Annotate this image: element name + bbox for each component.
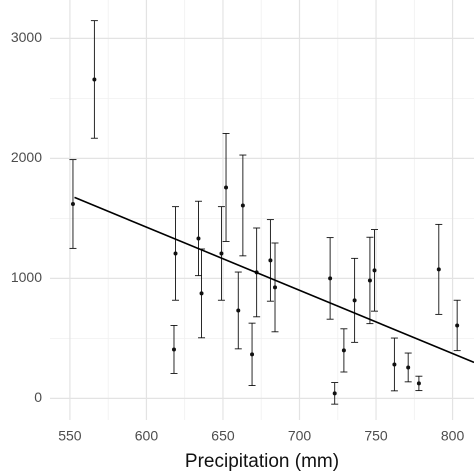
point: [70, 202, 75, 206]
point: [199, 291, 204, 296]
x-axis-title: Precipitation (mm): [185, 451, 339, 472]
y-tick-label: 3000: [11, 29, 42, 45]
point: [416, 381, 421, 386]
point: [352, 298, 357, 303]
point: [219, 251, 224, 256]
x-tick-label: 600: [135, 428, 159, 444]
point: [224, 185, 229, 190]
x-tick-label: 800: [441, 428, 465, 444]
point: [196, 236, 201, 241]
point: [273, 285, 278, 290]
x-tick-label: 550: [58, 428, 82, 444]
point: [406, 365, 411, 370]
y-tick-label: 2000: [11, 149, 42, 165]
x-tick-label: 750: [364, 428, 388, 444]
y-tick-label: 1000: [11, 269, 42, 285]
point: [328, 276, 333, 281]
point: [436, 267, 441, 272]
point: [240, 203, 245, 208]
point: [332, 391, 337, 396]
point: [268, 258, 273, 263]
x-tick-label: 650: [211, 428, 235, 444]
point: [236, 308, 241, 313]
point: [250, 352, 255, 357]
y-tick-label: 0: [34, 389, 42, 405]
point: [341, 348, 346, 353]
point: [92, 77, 97, 82]
point: [372, 268, 377, 273]
point: [367, 278, 372, 283]
point: [392, 362, 397, 367]
point: [171, 347, 176, 352]
point: [173, 251, 178, 256]
fit-line: [74, 196, 474, 364]
point: [455, 323, 460, 328]
x-tick-label: 700: [288, 428, 312, 444]
